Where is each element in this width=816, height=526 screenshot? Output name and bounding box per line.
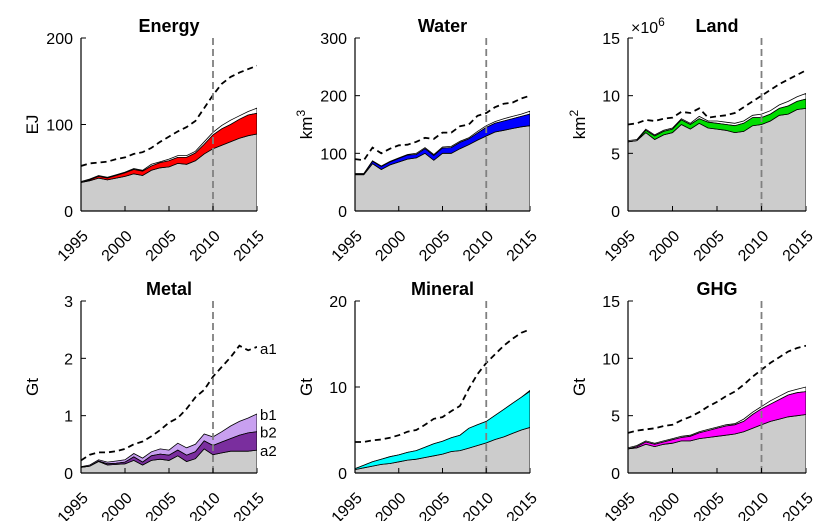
x-tick-label: 2015 bbox=[231, 490, 268, 521]
y-axis-label: km3 bbox=[294, 110, 316, 140]
y-tick-label: 0 bbox=[611, 466, 620, 483]
panel-mineral: 0 10 20 1995 2000 2005 2010 2015 Mineral Gt bbox=[297, 279, 541, 526]
x-tick-label: 2000 bbox=[646, 490, 683, 521]
panel-land: 0 5 10 15 1995 2000 2005 2010 2015 Land km2 ×106 bbox=[567, 15, 816, 265]
exponent-label: ×106 bbox=[631, 15, 665, 37]
y-tick-label: 0 bbox=[338, 466, 347, 483]
y-tick-label: 200 bbox=[46, 31, 73, 48]
dashed-total-line bbox=[81, 344, 257, 462]
y-tick-label: 0 bbox=[611, 204, 620, 221]
x-tick-label: 1995 bbox=[602, 490, 639, 521]
x-tick-label: 1995 bbox=[55, 228, 92, 265]
y-tick-label: 15 bbox=[602, 31, 620, 48]
x-tick-label: 2010 bbox=[460, 228, 497, 265]
plot-area bbox=[355, 301, 530, 473]
dashed-total-line bbox=[355, 94, 530, 162]
y-tick-label: 10 bbox=[602, 351, 620, 368]
y-tick-label: 1 bbox=[64, 409, 73, 426]
x-tick-label: 2015 bbox=[780, 228, 816, 265]
y-tick-label: 3 bbox=[64, 294, 73, 311]
panel-title: Mineral bbox=[411, 279, 474, 299]
x-tick-label: 2005 bbox=[143, 490, 180, 521]
y-axis-label: EJ bbox=[23, 115, 42, 135]
x-tick-label: 1995 bbox=[602, 228, 639, 265]
x-tick-label: 1995 bbox=[55, 490, 92, 521]
panel-energy: 0 100 200 1995 2000 2005 2010 2015 Energy EJ bbox=[23, 16, 268, 265]
y-axis-label: Gt bbox=[23, 378, 42, 396]
x-tick-label: 2000 bbox=[646, 228, 683, 265]
x-tick-label: 2005 bbox=[143, 228, 180, 265]
y-tick-label: 0 bbox=[64, 204, 73, 221]
x-tick-label: 2010 bbox=[460, 490, 497, 521]
y-tick-label: 10 bbox=[602, 89, 620, 106]
y-tick-label: 100 bbox=[46, 118, 73, 135]
x-tick-label: 1995 bbox=[329, 228, 366, 265]
x-tick-label: 2015 bbox=[231, 228, 268, 265]
x-tick-label: 2015 bbox=[504, 228, 541, 265]
series-annotation: b2 bbox=[260, 425, 277, 442]
color-band-area bbox=[355, 390, 530, 471]
lower-band-area bbox=[81, 431, 257, 468]
x-tick-label: 2005 bbox=[416, 228, 453, 265]
x-tick-label: 2005 bbox=[416, 490, 453, 521]
x-tick-label: 2000 bbox=[372, 228, 409, 265]
x-tick-label: 2010 bbox=[735, 228, 772, 265]
plot-area bbox=[81, 38, 257, 211]
x-tick-label: 2015 bbox=[780, 490, 816, 521]
x-tick-label: 2010 bbox=[187, 490, 224, 521]
panel-title: GHG bbox=[696, 279, 737, 299]
y-tick-label: 200 bbox=[320, 89, 347, 106]
dashed-total-line bbox=[81, 64, 257, 167]
x-tick-label: 2000 bbox=[372, 490, 409, 521]
panel-water: 0 100 200 300 1995 2000 2005 2010 2015 Water km3 bbox=[294, 16, 541, 265]
y-tick-label: 20 bbox=[329, 294, 347, 311]
color-band-area bbox=[628, 98, 806, 143]
y-axis-label: Gt bbox=[570, 378, 589, 396]
x-tick-label: 2005 bbox=[691, 490, 728, 521]
x-tick-label: 2000 bbox=[99, 228, 136, 265]
panel-title: Water bbox=[418, 16, 467, 36]
panel-ghg: 0 5 10 15 1995 2000 2005 2010 2015 GHG Gt bbox=[570, 279, 816, 526]
plot-area bbox=[628, 38, 806, 211]
y-tick-label: 0 bbox=[338, 204, 347, 221]
y-tick-label: 300 bbox=[320, 31, 347, 48]
x-tick-label: 2000 bbox=[99, 490, 136, 521]
y-tick-label: 15 bbox=[602, 294, 620, 311]
y-tick-label: 2 bbox=[64, 351, 73, 368]
plot-area bbox=[81, 301, 257, 473]
dashed-total-line bbox=[628, 344, 806, 434]
dashed-total-line bbox=[628, 69, 806, 126]
x-tick-label: 2015 bbox=[504, 490, 541, 521]
y-tick-label: 5 bbox=[611, 146, 620, 163]
color-band-area bbox=[81, 112, 257, 183]
y-axis-label: km2 bbox=[567, 110, 589, 140]
x-tick-label: 1995 bbox=[329, 490, 366, 521]
panel-title: Energy bbox=[138, 16, 199, 36]
y-tick-label: 0 bbox=[64, 466, 73, 483]
base-area bbox=[81, 133, 257, 211]
x-tick-label: 2005 bbox=[691, 228, 728, 265]
y-axis-label: Gt bbox=[297, 378, 316, 396]
y-tick-label: 10 bbox=[329, 380, 347, 397]
panel-title: Land bbox=[696, 16, 739, 36]
x-tick-label: 2010 bbox=[735, 490, 772, 521]
series-annotation: a2 bbox=[260, 443, 277, 460]
y-tick-label: 100 bbox=[320, 146, 347, 163]
plot-area bbox=[628, 301, 806, 473]
panel-title: Metal bbox=[146, 279, 192, 299]
series-annotation: b1 bbox=[260, 407, 277, 424]
color-band-area bbox=[628, 391, 806, 450]
plot-area bbox=[355, 38, 530, 211]
series-annotation: a1 bbox=[260, 341, 277, 358]
y-tick-label: 5 bbox=[611, 409, 620, 426]
dashed-total-line bbox=[355, 328, 530, 443]
x-tick-label: 2010 bbox=[187, 228, 224, 265]
